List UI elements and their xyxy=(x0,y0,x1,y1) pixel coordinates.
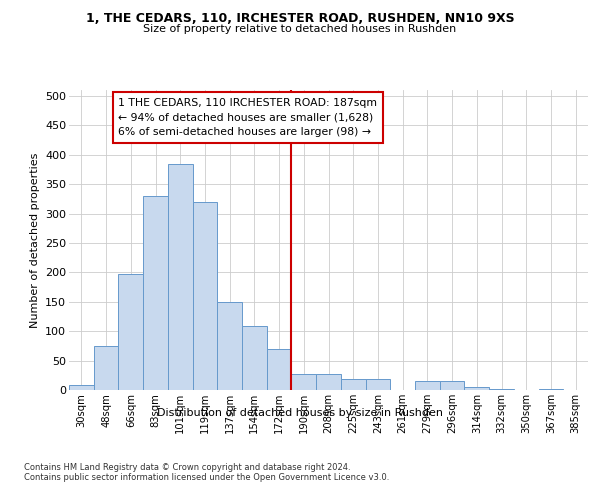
Bar xyxy=(440,381,464,390)
Text: 1, THE CEDARS, 110, IRCHESTER ROAD, RUSHDEN, NN10 9XS: 1, THE CEDARS, 110, IRCHESTER ROAD, RUSH… xyxy=(86,12,514,26)
Bar xyxy=(118,274,143,390)
Bar xyxy=(143,196,168,390)
Bar xyxy=(193,202,217,390)
Text: 1 THE CEDARS, 110 IRCHESTER ROAD: 187sqm
← 94% of detached houses are smaller (1: 1 THE CEDARS, 110 IRCHESTER ROAD: 187sqm… xyxy=(118,98,377,137)
Text: Contains HM Land Registry data © Crown copyright and database right 2024.: Contains HM Land Registry data © Crown c… xyxy=(24,462,350,471)
Bar xyxy=(94,346,118,390)
Text: Contains public sector information licensed under the Open Government Licence v3: Contains public sector information licen… xyxy=(24,472,389,482)
Bar xyxy=(292,374,316,390)
Bar xyxy=(489,389,514,390)
Bar xyxy=(316,374,341,390)
Bar xyxy=(69,386,94,390)
Text: Size of property relative to detached houses in Rushden: Size of property relative to detached ho… xyxy=(143,24,457,34)
Bar xyxy=(217,302,242,390)
Bar xyxy=(464,387,489,390)
Bar xyxy=(267,349,292,390)
Bar xyxy=(539,389,563,390)
Text: Distribution of detached houses by size in Rushden: Distribution of detached houses by size … xyxy=(157,408,443,418)
Bar xyxy=(168,164,193,390)
Bar xyxy=(242,326,267,390)
Bar xyxy=(365,379,390,390)
Y-axis label: Number of detached properties: Number of detached properties xyxy=(29,152,40,328)
Bar xyxy=(341,379,365,390)
Bar xyxy=(415,381,440,390)
